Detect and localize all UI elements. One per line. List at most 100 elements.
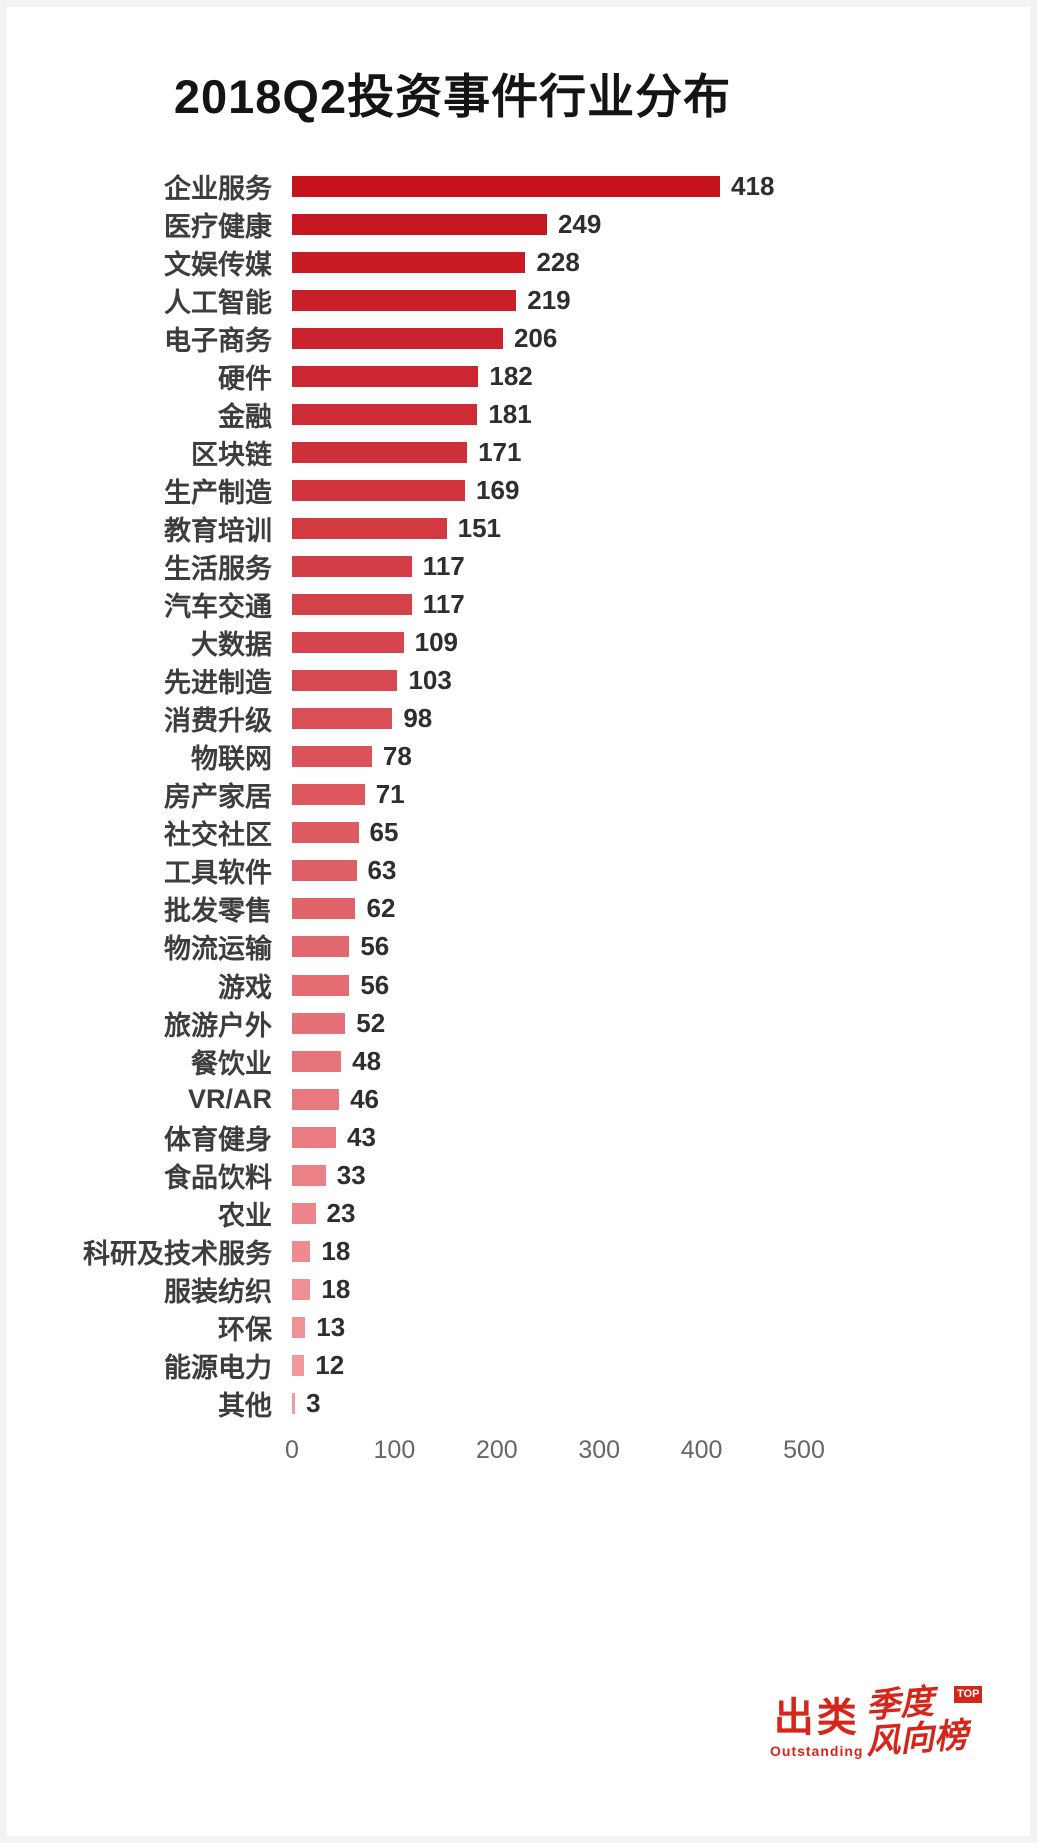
bar-row: 电子商务 206 — [0, 319, 1037, 357]
bar-row: 工具软件 63 — [0, 852, 1037, 890]
bar — [292, 1164, 326, 1186]
bar — [292, 213, 547, 235]
value-label: 33 — [336, 1159, 366, 1190]
value-label: 182 — [489, 360, 533, 391]
value-label: 171 — [478, 436, 522, 467]
bar-row: 旅游户外 52 — [0, 1004, 1037, 1042]
bar — [292, 898, 356, 920]
category-label: 物联网 — [191, 744, 272, 775]
bar-row: 企业服务 418 — [0, 167, 1037, 205]
bar — [292, 974, 350, 996]
outstanding-logo-en: Outstanding — [770, 1743, 864, 1759]
bar-row: 金融 181 — [0, 395, 1037, 433]
category-label: 其他 — [218, 1391, 272, 1422]
bar-row: 其他 3 — [0, 1385, 1037, 1423]
value-label: 117 — [422, 550, 465, 581]
bar-row: 人工智能 219 — [0, 281, 1037, 319]
category-label: 能源电力 — [164, 1352, 272, 1383]
footer-logos: 出类 Outstanding 季度 风向榜 TOP — [0, 1682, 1037, 1782]
x-axis-tick: 200 — [475, 1436, 518, 1464]
value-label: 18 — [321, 1273, 351, 1304]
value-label: 117 — [422, 589, 465, 620]
bar-row: VR/AR 46 — [0, 1080, 1037, 1118]
x-axis: 0 100 200 300 400 500 — [0, 1436, 1037, 1468]
value-label: 52 — [356, 1007, 386, 1038]
category-label: 批发零售 — [164, 896, 272, 927]
bar — [292, 403, 478, 425]
bar — [292, 251, 526, 273]
bar — [292, 1012, 346, 1034]
bar-row: 服装纺织 18 — [0, 1270, 1037, 1308]
bar-row: 物联网 78 — [0, 738, 1037, 776]
category-label: 区块链 — [191, 439, 272, 470]
category-label: 餐饮业 — [191, 1048, 272, 1079]
value-label: 109 — [414, 627, 458, 658]
bar-row: 科研及技术服务 18 — [0, 1232, 1037, 1270]
category-label: 环保 — [218, 1314, 272, 1345]
bar — [292, 1354, 305, 1376]
category-label: 物流运输 — [164, 934, 272, 965]
value-label: 12 — [315, 1349, 345, 1380]
bar — [292, 1316, 306, 1338]
value-label: 169 — [476, 474, 520, 505]
value-label: 151 — [457, 512, 501, 543]
bar — [292, 1240, 311, 1262]
bar-row: 游戏 56 — [0, 966, 1037, 1004]
bar-row: 大数据 109 — [0, 624, 1037, 662]
bar-row: 生活服务 117 — [0, 547, 1037, 585]
value-label: 103 — [408, 665, 452, 696]
bar — [292, 784, 365, 806]
bar-row: 生产制造 169 — [0, 471, 1037, 509]
category-label: 企业服务 — [164, 173, 272, 204]
value-label: 418 — [731, 170, 775, 201]
bar — [292, 670, 398, 692]
category-label: 农业 — [218, 1200, 272, 1231]
value-label: 46 — [350, 1083, 380, 1114]
category-label: 教育培训 — [164, 515, 272, 546]
bar — [292, 327, 503, 349]
bar — [292, 1278, 311, 1300]
value-label: 62 — [366, 893, 396, 924]
value-label: 249 — [557, 208, 602, 239]
x-axis-tick: 300 — [578, 1436, 621, 1464]
outstanding-logo-cn: 出类 — [773, 1696, 860, 1740]
bar — [292, 175, 721, 197]
value-label: 13 — [316, 1311, 346, 1342]
bar-row: 环保 13 — [0, 1308, 1037, 1346]
category-label: 硬件 — [218, 363, 272, 394]
bar — [292, 289, 517, 311]
category-label: 游戏 — [218, 972, 272, 1003]
category-label: 生产制造 — [164, 477, 272, 508]
value-label: 71 — [375, 779, 405, 810]
quarter-ranking-logo: 季度 风向榜 TOP — [865, 1682, 983, 1763]
value-label: 43 — [347, 1121, 376, 1152]
value-label: 3 — [306, 1388, 321, 1419]
value-label: 181 — [488, 398, 532, 429]
bar-row: 医疗健康 249 — [0, 205, 1037, 243]
bar — [292, 1202, 316, 1224]
category-label: 医疗健康 — [164, 211, 272, 242]
bar — [292, 1050, 342, 1072]
bar — [292, 632, 404, 654]
value-label: 56 — [360, 969, 390, 1000]
bar — [292, 936, 350, 958]
value-label: 228 — [536, 246, 580, 277]
category-label: 消费升级 — [164, 706, 272, 737]
bar-row: 消费升级 98 — [0, 700, 1037, 738]
bar — [292, 517, 447, 539]
value-label: 63 — [367, 855, 397, 886]
bar-row: 餐饮业 48 — [0, 1042, 1037, 1080]
value-label: 206 — [513, 322, 558, 353]
value-label: 65 — [369, 817, 399, 848]
category-label: 文娱传媒 — [164, 249, 272, 280]
x-axis-tick: 500 — [783, 1436, 825, 1464]
category-label: 电子商务 — [164, 325, 272, 356]
bar — [292, 365, 479, 387]
bar — [292, 1126, 337, 1148]
category-label: 生活服务 — [164, 554, 272, 584]
chart-title: 2018Q2投资事件行业分布 — [173, 70, 732, 123]
x-axis-tick: 100 — [373, 1436, 416, 1464]
value-label: 56 — [360, 931, 390, 962]
bar — [292, 860, 357, 882]
